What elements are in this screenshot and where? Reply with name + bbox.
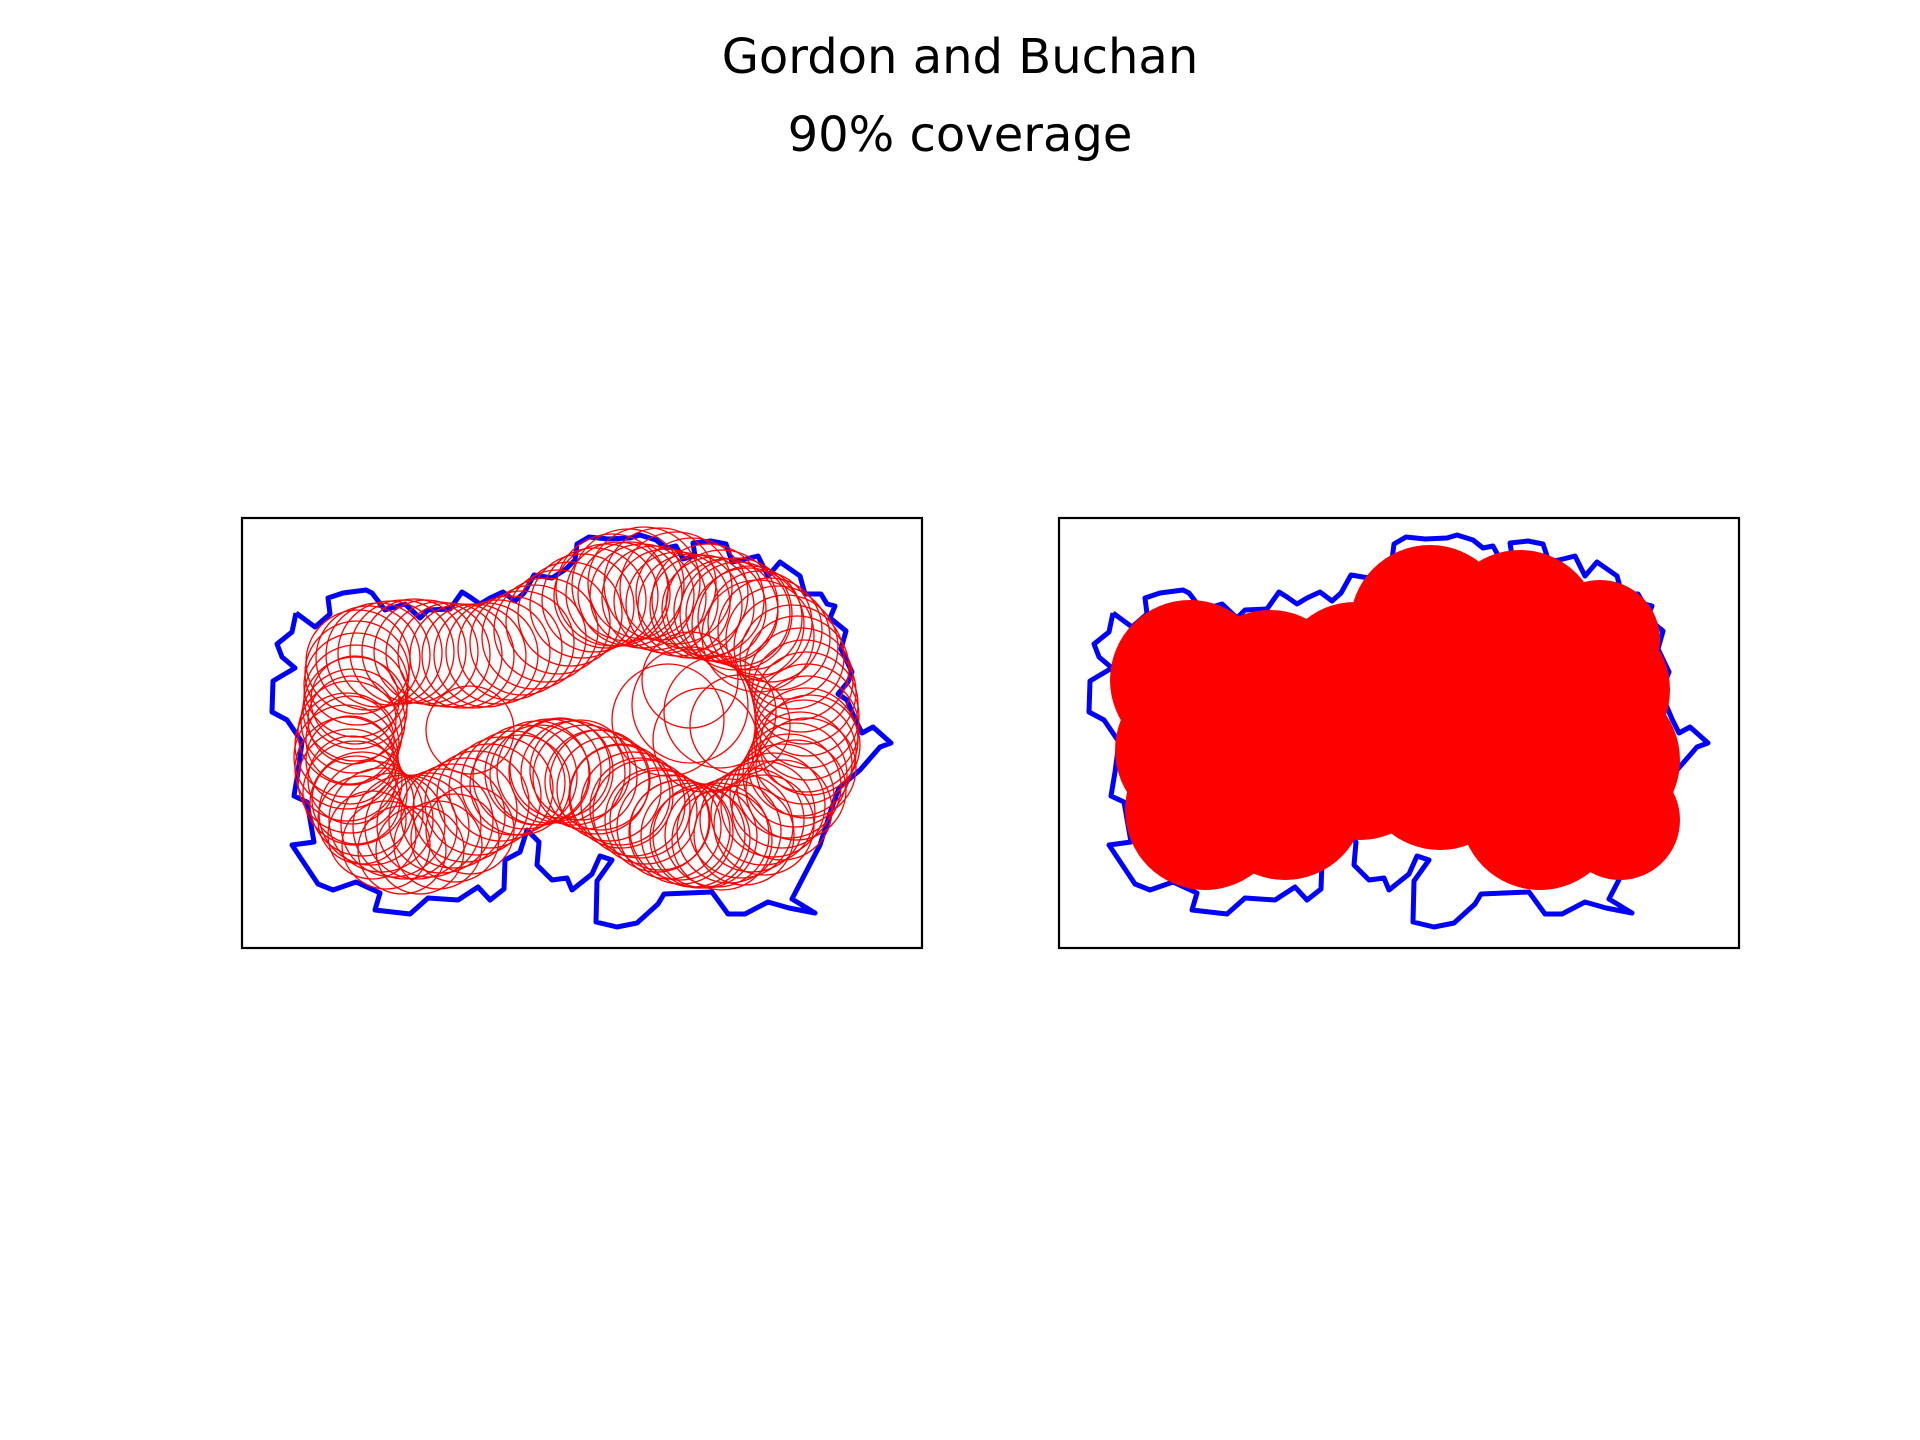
figure-title: Gordon and Buchan xyxy=(721,29,1199,85)
figure-subtitle: 90% coverage xyxy=(787,107,1133,163)
figure-title-block: Gordon and Buchan 90% coverage xyxy=(0,18,1920,174)
right-panel xyxy=(1057,516,1741,950)
right-region-boundary xyxy=(1086,532,1711,930)
coverage-circle-outlines xyxy=(293,526,861,895)
left-region-boundary xyxy=(269,532,894,930)
coverage-union-fill xyxy=(1110,545,1680,890)
left-panel xyxy=(240,516,924,950)
